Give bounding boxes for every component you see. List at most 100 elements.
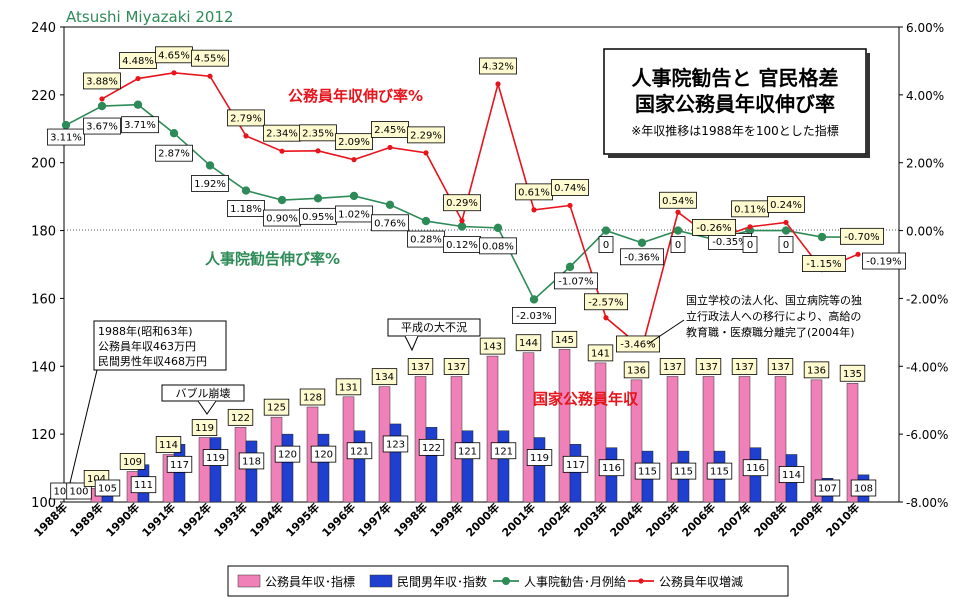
- rec-label-14-box: [554, 272, 599, 290]
- bar-private-label-7: 120: [314, 450, 333, 461]
- rec-label-9: 0.76%: [374, 218, 406, 229]
- point-recommend-2: [133, 100, 143, 109]
- point-recommend-13: [529, 295, 539, 304]
- bar-public-label-9: 134: [375, 372, 394, 383]
- bar-public-label-9-box: [371, 368, 398, 386]
- inc-label-3: 4.65%: [158, 50, 190, 61]
- bar-public-label-15: 141: [591, 348, 610, 359]
- inc-label-18: -0.26%: [696, 223, 731, 234]
- bar-private-9: [389, 423, 402, 503]
- inc-label-1-box: [83, 72, 121, 90]
- bar-private-label-5-box: [238, 452, 265, 470]
- bar-public-label-11: 137: [447, 362, 466, 373]
- note-1988-line3: 民間男性年収468万円: [98, 354, 207, 368]
- rec-label-8: 1.02%: [338, 209, 370, 220]
- rec-label-12: 0.08%: [482, 241, 514, 252]
- left-tick-label: 200: [31, 157, 56, 172]
- bar-public-label-4: 119: [195, 423, 214, 434]
- point-increase-12: [495, 81, 501, 87]
- bar-private-label-8: 121: [350, 446, 369, 457]
- point-increase-20: [783, 219, 789, 226]
- inc-label-6: 2.34%: [266, 129, 298, 140]
- bar-private-14: [569, 444, 582, 503]
- right-tick-label: -4.00%: [906, 360, 948, 374]
- bar-private-label-0: 100: [69, 487, 88, 498]
- point-increase-19: [747, 224, 753, 230]
- rec-label-18: -0.35%: [712, 237, 747, 248]
- title-box: 人事院勧告と 官民格差 国家公務員年収伸び率 ※年収推移は1988年を100とし…: [603, 48, 870, 158]
- inc-label-17: 0.54%: [662, 196, 694, 207]
- x-tick-label: 1996年: [319, 500, 358, 539]
- bar-public-label-20: 137: [771, 362, 790, 373]
- right-tick-label: -2.00%: [906, 292, 948, 306]
- bar-public-18: [702, 376, 715, 503]
- bar-public-13: [522, 352, 535, 503]
- point-recommend-8: [349, 191, 359, 201]
- bar-private-label-1-box: [94, 479, 121, 497]
- note-reform-line1: 国立学校の法人化、国立病院等の独: [686, 293, 862, 307]
- inc-label-20-box: [767, 196, 805, 213]
- bar-public-label-14-box: [551, 330, 578, 348]
- bar-public-label-21: 136: [807, 365, 826, 376]
- bar-public-4: [198, 437, 211, 503]
- x-tick-label: 2002年: [535, 500, 574, 539]
- bar-public-21: [810, 379, 823, 503]
- bar-private-8: [353, 430, 366, 503]
- legend-label-2: 人事院勧告･月例給: [524, 575, 626, 589]
- x-tick-label: 1993年: [211, 500, 250, 539]
- x-tick-label: 2010年: [823, 500, 862, 539]
- right-tick-label: -8.00%: [906, 496, 948, 510]
- point-increase-4: [207, 73, 213, 79]
- x-tick-label: 2009年: [787, 500, 826, 539]
- inc-label-8: 2.09%: [338, 137, 370, 148]
- bar-public-label-13-box: [515, 334, 542, 352]
- bar-private-6: [281, 433, 294, 503]
- bar-private-label-15-box: [598, 459, 625, 477]
- inc-label-14-box: [551, 179, 589, 196]
- bar-public-label-17-box: [659, 358, 686, 375]
- legend-swatch-dot-2: [502, 577, 510, 585]
- right-tick-label: 2.00%: [906, 157, 944, 171]
- point-increase-9: [387, 144, 393, 151]
- rec-label-11: 0.12%: [446, 240, 478, 251]
- bar-public-label-12-box: [479, 337, 506, 355]
- x-tick-label: 2001年: [499, 500, 538, 539]
- bar-private-label-5: 118: [242, 456, 261, 467]
- bar-public-11: [450, 376, 463, 503]
- bar-public-label-2: 109: [123, 457, 142, 468]
- bar-public-label-4-box: [191, 419, 218, 436]
- inc-label-15: -2.57%: [588, 297, 623, 308]
- rec-label-20: 0: [783, 240, 789, 251]
- bar-private-4: [209, 437, 222, 503]
- bar-private-label-2-box: [130, 476, 157, 494]
- bar-private-label-4: 119: [206, 453, 225, 464]
- point-recommend-9: [385, 200, 395, 209]
- bar-public-label-19: 137: [735, 362, 754, 373]
- legend-swatch-1: [369, 574, 393, 588]
- title-note: ※年収推移は1988年を100とした指標: [631, 123, 839, 138]
- bar-private-label-14: 117: [566, 460, 585, 471]
- bar-public-label-22: 135: [843, 369, 862, 380]
- point-increase-1: [99, 96, 105, 102]
- rec-label-15-box: [598, 236, 614, 253]
- bar-private-7: [317, 433, 330, 503]
- point-increase-6: [279, 148, 285, 154]
- legend: 公務員年収･指標 民間男年収･指数 人事院勧告･月例給 公務員年収増減: [227, 565, 789, 597]
- x-tick-label: 1997年: [355, 500, 394, 539]
- inc-label-11-box: [443, 194, 481, 212]
- inc-label-13: 0.61%: [518, 187, 550, 198]
- x-tick-label: 2005年: [643, 500, 682, 539]
- bar-public-label-8: 131: [339, 382, 358, 393]
- note-reform-line2: 立行政法人への移行により、高給の: [686, 309, 861, 323]
- bar-public-label-18-box: [695, 358, 722, 375]
- bar-private-label-21: 107: [818, 484, 837, 495]
- bar-public-label-8-box: [335, 378, 362, 396]
- bar-public-label-3-box: [155, 436, 182, 453]
- point-increase-13: [531, 207, 537, 213]
- bar-private-label-7-box: [310, 445, 337, 463]
- note-reform-line3: 教育職・医療職分離完了(2004年): [686, 325, 855, 339]
- bar-public-label-22-box: [839, 364, 866, 382]
- inc-label-21-box: [802, 255, 847, 272]
- inc-label-1: 3.88%: [86, 76, 118, 87]
- left-tick-label: 180: [31, 225, 56, 240]
